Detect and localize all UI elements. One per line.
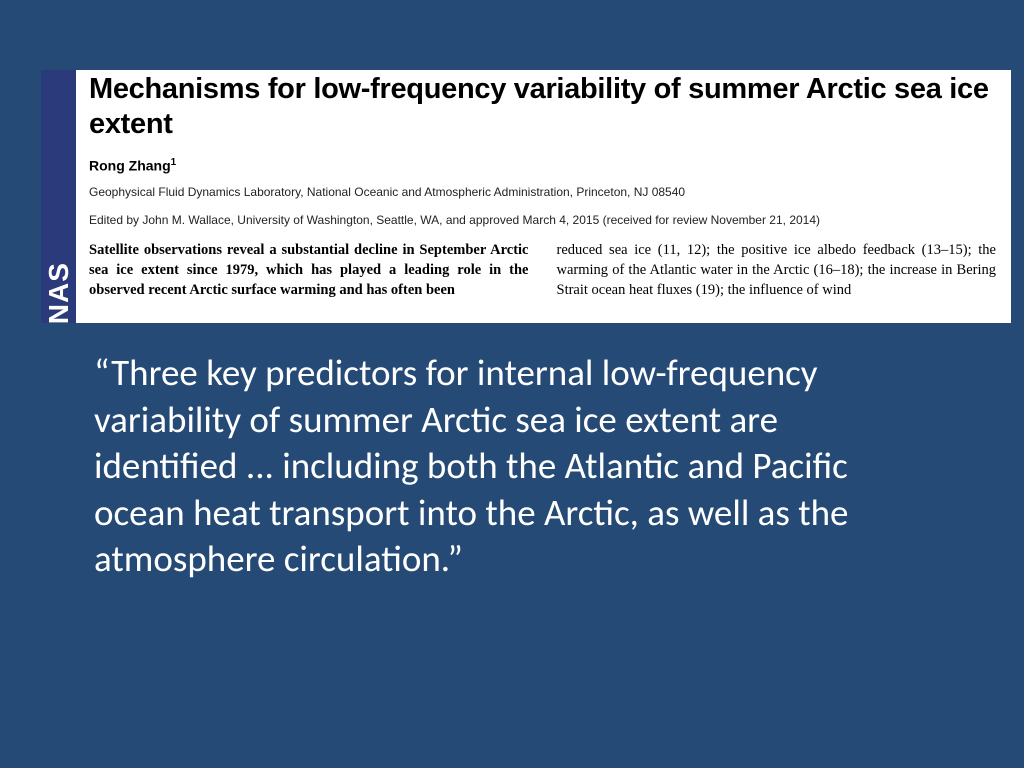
paper-author: Rong Zhang1: [89, 157, 996, 174]
paper-content: Mechanisms for low-frequency variability…: [89, 70, 996, 300]
paper-body-columns: Satellite observations reveal a substant…: [89, 241, 996, 300]
author-superscript: 1: [171, 157, 177, 168]
journal-strip: PNAS: [41, 70, 76, 323]
paper-affiliation: Geophysical Fluid Dynamics Laboratory, N…: [89, 185, 996, 199]
journal-strip-label: PNAS: [43, 262, 75, 323]
highlighted-quote: “Three key predictors for internal low-f…: [94, 350, 928, 583]
paper-excerpt-panel: PNAS Mechanisms for low-frequency variab…: [41, 70, 1011, 323]
abstract-column: Satellite observations reveal a substant…: [89, 241, 529, 300]
paper-edited-line: Edited by John M. Wallace, University of…: [89, 213, 996, 227]
body-right-column: reduced sea ice (11, 12); the positive i…: [557, 241, 997, 300]
author-name: Rong Zhang: [89, 157, 171, 173]
paper-title: Mechanisms for low-frequency variability…: [89, 72, 996, 143]
